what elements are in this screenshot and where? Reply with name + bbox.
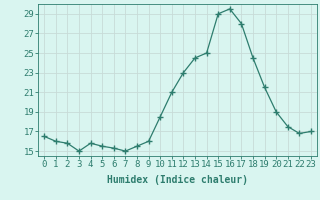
- X-axis label: Humidex (Indice chaleur): Humidex (Indice chaleur): [107, 175, 248, 185]
